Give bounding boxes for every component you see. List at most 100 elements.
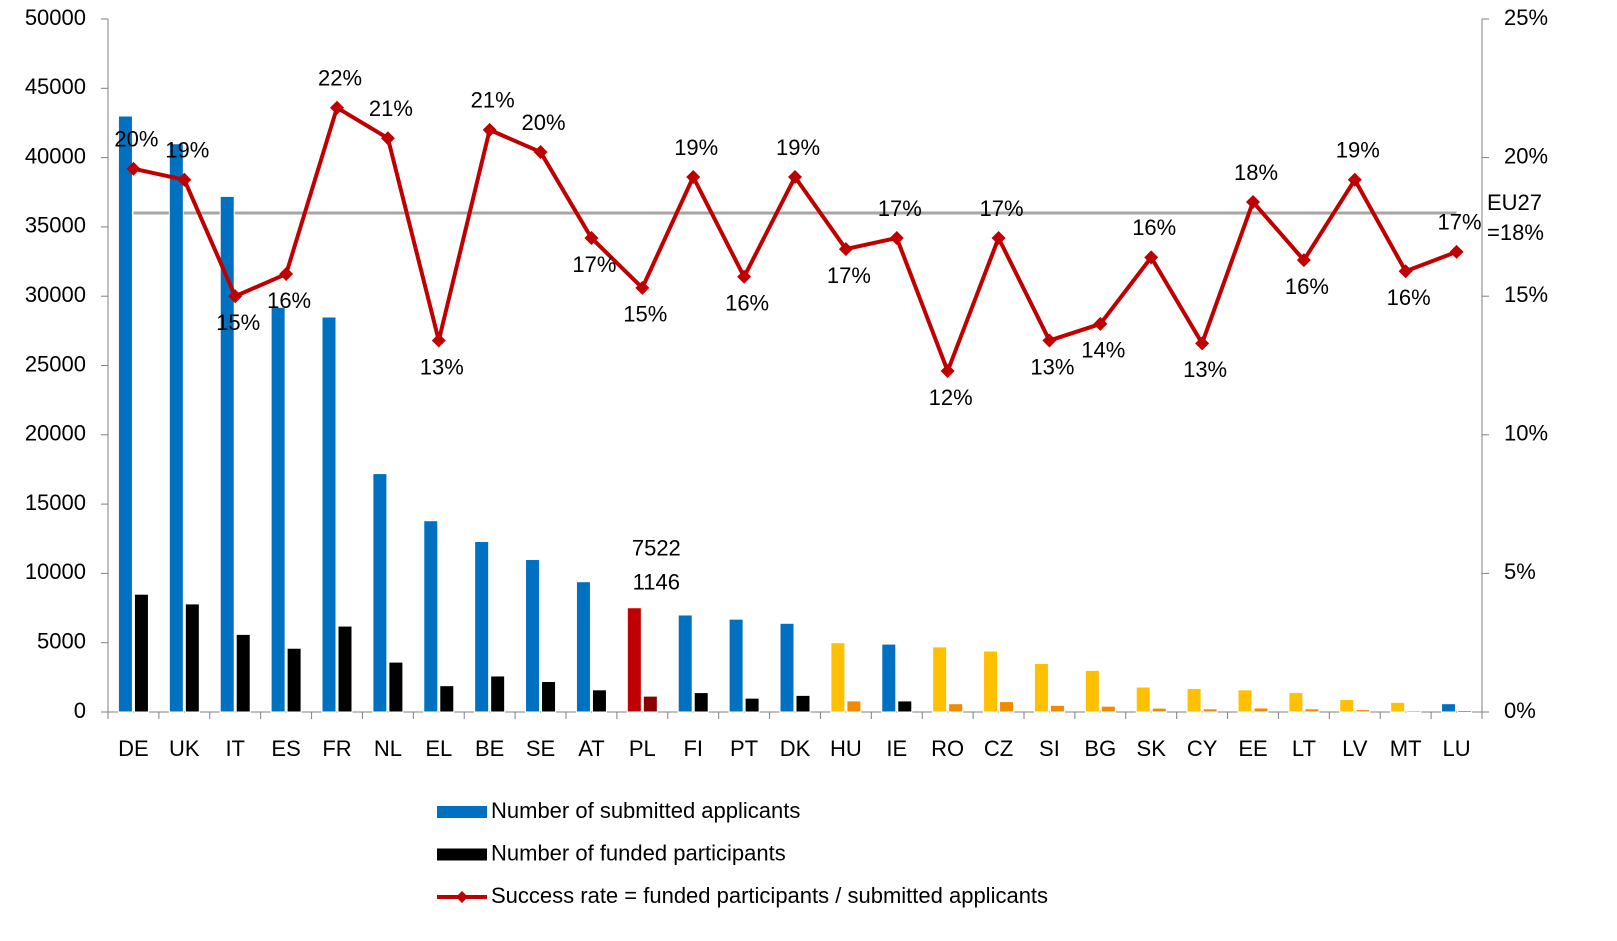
reference-label: EU27 bbox=[1487, 190, 1542, 215]
marker bbox=[991, 230, 1006, 245]
bar bbox=[270, 306, 286, 713]
marker bbox=[1093, 316, 1108, 331]
bar bbox=[439, 685, 455, 713]
y2-tick-label: 10% bbox=[1504, 421, 1548, 446]
data-label: 17% bbox=[572, 252, 616, 277]
bar bbox=[932, 646, 948, 713]
bar bbox=[1253, 707, 1269, 713]
bar bbox=[575, 581, 591, 713]
marker bbox=[1398, 264, 1413, 279]
bar bbox=[626, 607, 642, 713]
x-tick-label: MT bbox=[1390, 736, 1422, 761]
y-tick-label: 25000 bbox=[25, 351, 86, 376]
x-tick-label: FR bbox=[322, 736, 351, 761]
y2-tick-label: 20% bbox=[1504, 143, 1548, 168]
x-tick-label: EL bbox=[425, 736, 452, 761]
data-label: 1146 bbox=[633, 570, 680, 595]
data-label: 21% bbox=[369, 96, 413, 121]
x-tick-label: BE bbox=[475, 736, 504, 761]
bar bbox=[1084, 669, 1100, 713]
bar bbox=[1390, 701, 1406, 713]
x-tick-label: SI bbox=[1039, 736, 1060, 761]
bar bbox=[1288, 692, 1304, 713]
marker bbox=[330, 100, 344, 115]
data-label: 13% bbox=[1030, 354, 1074, 379]
x-tick-label: LU bbox=[1442, 736, 1470, 761]
data-label: 19% bbox=[1336, 138, 1380, 163]
bar bbox=[219, 195, 235, 713]
x-tick-label: CY bbox=[1187, 736, 1218, 761]
data-label: 15% bbox=[216, 310, 260, 335]
y-tick-label: 15000 bbox=[25, 490, 86, 515]
data-label: 13% bbox=[1183, 357, 1227, 382]
x-tick-label: SK bbox=[1137, 736, 1167, 761]
data-label: 18% bbox=[1234, 160, 1278, 185]
x-tick-label: RO bbox=[931, 736, 964, 761]
marker bbox=[1347, 172, 1362, 187]
bar bbox=[728, 618, 744, 713]
marker bbox=[788, 170, 802, 185]
bar bbox=[337, 625, 353, 713]
reference-label: =18% bbox=[1487, 220, 1544, 245]
data-label: 22% bbox=[318, 66, 362, 91]
bar bbox=[321, 316, 337, 713]
bar bbox=[235, 633, 251, 713]
legend-swatch bbox=[437, 806, 487, 818]
x-tick-label: HU bbox=[830, 736, 862, 761]
marker bbox=[177, 172, 192, 187]
y2-tick-label: 5% bbox=[1504, 559, 1536, 584]
bar bbox=[744, 697, 760, 713]
data-label: 21% bbox=[471, 88, 515, 113]
bar bbox=[388, 661, 404, 713]
bar bbox=[1457, 710, 1473, 713]
data-label: 17% bbox=[1438, 210, 1482, 235]
data-label: 14% bbox=[1081, 338, 1125, 363]
bar bbox=[1186, 687, 1202, 713]
y-tick-label: 30000 bbox=[25, 282, 86, 307]
legend-label: Success rate = funded participants / sub… bbox=[491, 883, 1048, 908]
bar bbox=[1406, 709, 1422, 713]
x-tick-label: NL bbox=[374, 736, 402, 761]
marker bbox=[126, 161, 141, 176]
bar bbox=[1100, 705, 1116, 713]
marker bbox=[889, 230, 904, 245]
y-tick-label: 40000 bbox=[25, 143, 86, 168]
bar bbox=[286, 647, 302, 713]
data-label: 20% bbox=[114, 127, 158, 152]
y-tick-label: 45000 bbox=[25, 74, 86, 99]
marker bbox=[838, 242, 853, 257]
bar bbox=[525, 559, 541, 713]
bar bbox=[423, 520, 439, 713]
bar bbox=[1049, 704, 1065, 713]
bar bbox=[1355, 709, 1371, 713]
bar bbox=[948, 703, 964, 713]
x-tick-label: IT bbox=[225, 736, 245, 761]
data-label: 16% bbox=[725, 291, 769, 316]
x-tick-label: BG bbox=[1084, 736, 1116, 761]
bar bbox=[591, 689, 607, 713]
marker bbox=[431, 333, 446, 348]
marker bbox=[482, 122, 497, 137]
bar bbox=[1151, 707, 1167, 713]
legend-swatch bbox=[437, 848, 487, 861]
legend-label: Number of submitted applicants bbox=[491, 798, 800, 823]
bar bbox=[490, 675, 506, 713]
marker bbox=[533, 145, 548, 160]
x-tick-label: IE bbox=[886, 736, 907, 761]
x-tick-label: DK bbox=[780, 736, 811, 761]
bar bbox=[184, 603, 200, 713]
bar bbox=[881, 643, 897, 713]
bar bbox=[983, 650, 999, 713]
bar bbox=[1304, 708, 1320, 713]
bar bbox=[168, 143, 184, 713]
bar bbox=[1033, 662, 1049, 713]
bar bbox=[541, 681, 557, 713]
data-label: 16% bbox=[1132, 215, 1176, 240]
x-tick-label: FI bbox=[683, 736, 703, 761]
x-tick-label: AT bbox=[578, 736, 604, 761]
data-label: 17% bbox=[827, 263, 871, 288]
y-tick-label: 0 bbox=[74, 698, 86, 723]
bar bbox=[1202, 708, 1218, 713]
data-label: 15% bbox=[623, 302, 667, 327]
x-tick-label: EE bbox=[1238, 736, 1267, 761]
